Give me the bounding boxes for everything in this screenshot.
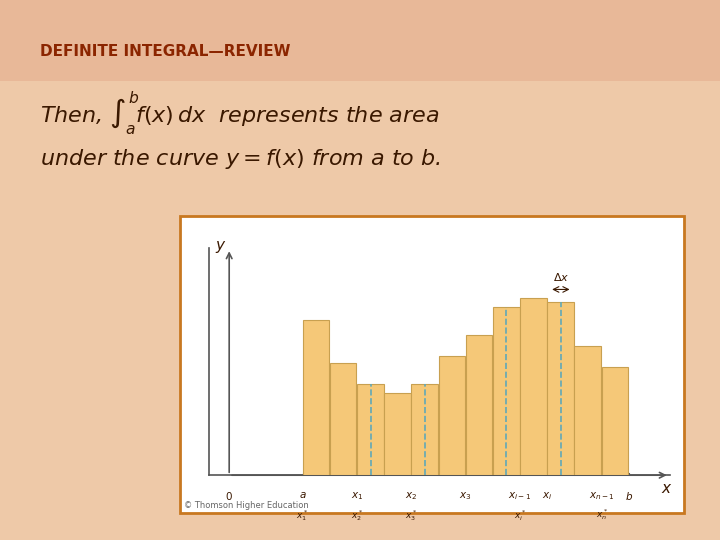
Text: $x_2^*$: $x_2^*$	[351, 508, 363, 523]
Bar	[493, 307, 520, 475]
FancyBboxPatch shape	[180, 216, 684, 513]
Text: $x_{i-1}$: $x_{i-1}$	[508, 490, 532, 502]
Text: $x_2$: $x_2$	[405, 490, 418, 502]
Bar	[357, 384, 384, 475]
Bar	[466, 335, 492, 475]
Bar	[302, 320, 329, 475]
Bar	[330, 363, 356, 475]
Text: $f(x_i^*)$: $f(x_i^*)$	[559, 367, 588, 387]
Text: DEFINITE INTEGRAL—REVIEW: DEFINITE INTEGRAL—REVIEW	[40, 44, 290, 59]
Bar	[384, 393, 411, 475]
Bar	[602, 367, 629, 475]
Text: $x_1$: $x_1$	[351, 490, 363, 502]
Text: $x_3^*$: $x_3^*$	[405, 508, 418, 523]
Bar	[520, 298, 546, 475]
Text: $y$: $y$	[215, 239, 227, 255]
Text: $\Delta x$: $\Delta x$	[553, 271, 569, 283]
Text: $x_i$: $x_i$	[542, 490, 552, 502]
Text: $b$: $b$	[625, 490, 633, 502]
Text: $x$: $x$	[662, 481, 673, 496]
Text: under the curve $y = f(x)$ from $a$ to $b$.: under the curve $y = f(x)$ from $a$ to $…	[40, 147, 441, 171]
Bar	[411, 384, 438, 475]
Text: $x_3$: $x_3$	[459, 490, 472, 502]
Text: $x_1^*$: $x_1^*$	[297, 508, 309, 523]
Text: Then, $\int_a^b\! f(x)\,dx$  represents the area: Then, $\int_a^b\! f(x)\,dx$ represents t…	[40, 90, 439, 137]
Text: $0$: $0$	[225, 490, 233, 502]
Bar	[547, 302, 574, 475]
Bar	[438, 356, 465, 475]
Text: $x_{n-1}$: $x_{n-1}$	[589, 490, 615, 502]
Bar	[575, 346, 601, 475]
Text: $a$: $a$	[299, 490, 307, 501]
Text: $x_n^*$: $x_n^*$	[595, 508, 608, 523]
Text: © Thomson Higher Education: © Thomson Higher Education	[184, 501, 308, 510]
FancyBboxPatch shape	[0, 0, 720, 81]
Text: $x_i^*$: $x_i^*$	[514, 508, 526, 523]
